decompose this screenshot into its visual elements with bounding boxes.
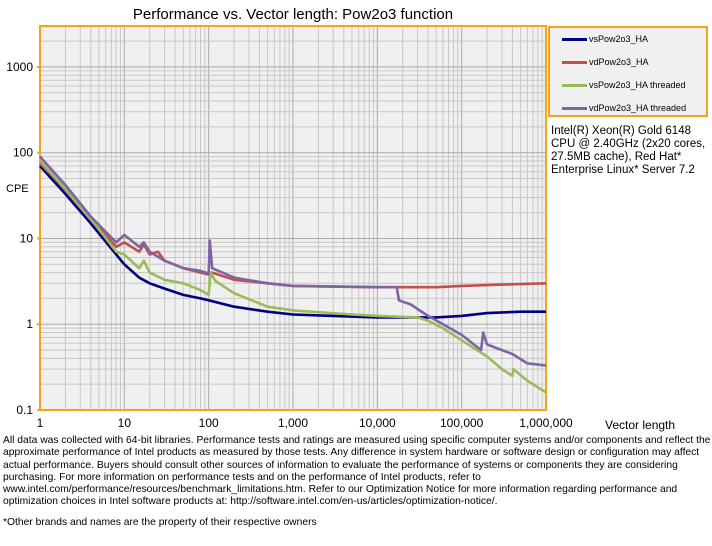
grid bbox=[39, 25, 547, 411]
legend-swatch bbox=[562, 37, 587, 41]
system-info: Intel(R) Xeon(R) Gold 6148 CPU @ 2.40GHz… bbox=[551, 125, 706, 176]
legend-swatch bbox=[562, 83, 587, 87]
footnote-trademark: *Other brands and names are the property… bbox=[3, 517, 317, 528]
y-tick-label: 1000 bbox=[6, 60, 33, 74]
series-line-vspow2o3-ha-threaded bbox=[39, 160, 547, 394]
x-tick-label: 1,000 bbox=[278, 416, 308, 430]
plot-frame bbox=[39, 25, 547, 411]
axis-ticks: 1 10 100 1,000 10,000 100,000 1,000,000 0.1 1 10 1… bbox=[6, 60, 573, 430]
legend-swatch bbox=[562, 106, 587, 110]
y-axis-label: CPE bbox=[6, 183, 29, 195]
legend: vsPow2o3_HA vdPow2o3_HA vsPow2o3_HA thread… bbox=[548, 26, 708, 117]
chart-title: Performance vs. Vector length: Pow2o3 fu… bbox=[132, 6, 454, 23]
legend-swatch bbox=[562, 60, 587, 64]
legend-item: vdPow2o3_HA bbox=[562, 57, 649, 67]
x-tick-label: 10,000 bbox=[359, 416, 396, 430]
y-tick-label: 100 bbox=[13, 146, 33, 160]
legend-item: vsPow2o3_HA threaded bbox=[562, 80, 686, 90]
x-axis-label: Vector length bbox=[605, 418, 676, 432]
legend-label: vdPow2o3_HA threaded bbox=[589, 103, 687, 113]
legend-item: vsPow2o3_HA bbox=[562, 34, 648, 44]
legend-item: vdPow2o3_HA threaded bbox=[562, 103, 686, 113]
series-line-vspow2o3-ha bbox=[39, 165, 546, 319]
series-lines bbox=[39, 155, 547, 394]
x-tick-label: 1 bbox=[37, 416, 44, 430]
footnote: All data was collected with 64-bit libra… bbox=[3, 435, 711, 508]
series-line-vdpow2o3-ha-threaded bbox=[39, 155, 547, 367]
x-tick-label: 100 bbox=[199, 416, 219, 430]
x-tick-label: 10 bbox=[118, 416, 132, 430]
y-tick-label: 0.1 bbox=[16, 403, 33, 417]
y-tick-label: 10 bbox=[20, 231, 34, 245]
y-tick-label: 1 bbox=[26, 317, 33, 331]
x-tick-label: 1,000,000 bbox=[519, 416, 573, 430]
legend-label: vdPow2o3_HA bbox=[589, 57, 649, 67]
legend-label: vsPow2o3_HA bbox=[589, 34, 649, 44]
x-tick-label: 100,000 bbox=[440, 416, 484, 430]
legend-label: vsPow2o3_HA threaded bbox=[589, 80, 686, 90]
